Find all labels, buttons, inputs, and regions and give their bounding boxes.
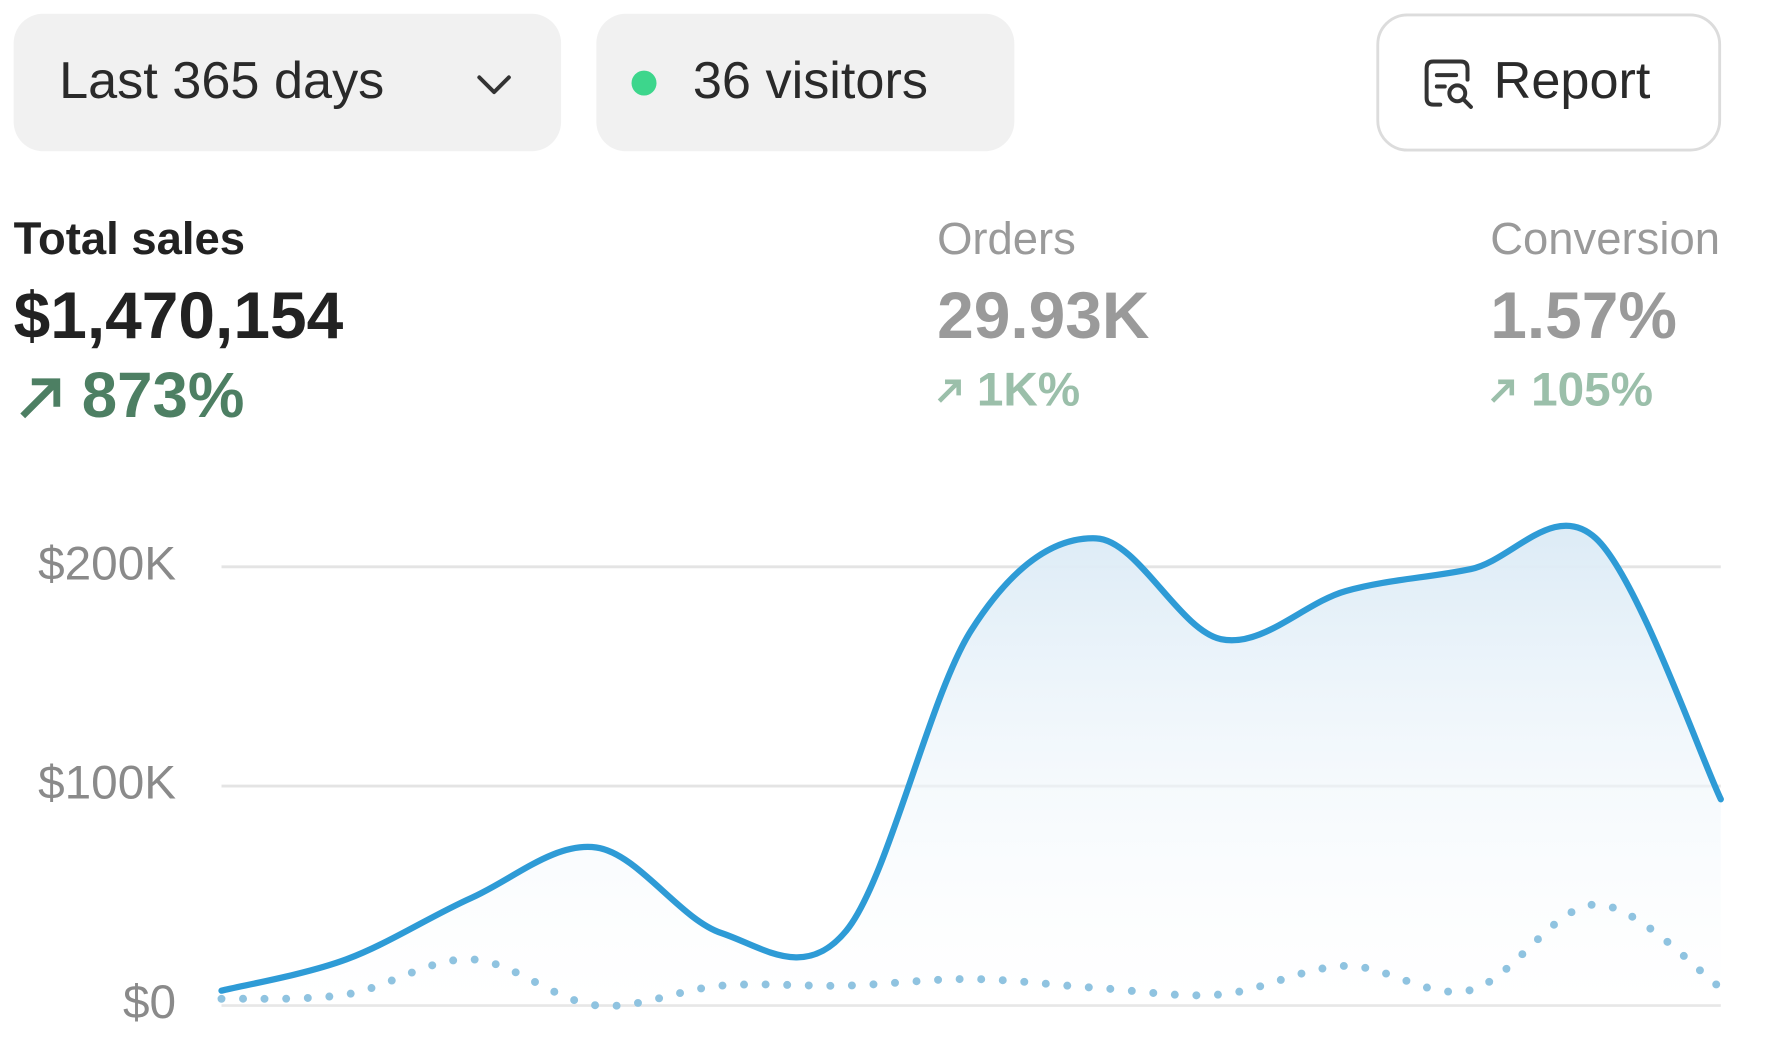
metric-change: 1K%	[977, 364, 1080, 417]
up-arrow-icon	[1490, 379, 1515, 403]
report-icon[interactable]	[1424, 59, 1473, 109]
metric-label[interactable]: Orders	[937, 213, 1076, 264]
chevron-icon[interactable]	[477, 75, 511, 95]
y-tick-label: $0	[123, 976, 176, 1029]
period-select[interactable]	[13, 13, 562, 152]
metric-label[interactable]: Total sales	[14, 213, 245, 264]
metric-value: 29.93K	[937, 278, 1149, 352]
y-tick-label: $100K	[38, 757, 176, 810]
report-button[interactable]	[1376, 13, 1722, 152]
metric-label[interactable]: Conversion	[1490, 213, 1720, 264]
sales-line	[218, 522, 1724, 994]
metric-change: 105%	[1531, 364, 1653, 417]
area-fill	[221, 525, 1721, 1006]
metric-change: 873%	[82, 360, 245, 431]
up-arrow-icon	[20, 378, 61, 419]
y-tick-label: $200K	[38, 537, 176, 590]
report-label[interactable]: Report	[1494, 52, 1651, 110]
visitors-badge[interactable]	[596, 13, 1015, 152]
metric-value: $1,470,154	[14, 278, 344, 352]
up-arrow-icon	[937, 379, 961, 403]
sales-chart: $0 $100K $200K	[38, 522, 1725, 1029]
metric-value: 1.57%	[1490, 278, 1677, 352]
visitors-label[interactable]: 36 visitors	[693, 52, 928, 110]
comparison-line	[217, 900, 1725, 1010]
period-label[interactable]: Last 365 days	[59, 52, 384, 110]
live-dot	[631, 70, 657, 96]
